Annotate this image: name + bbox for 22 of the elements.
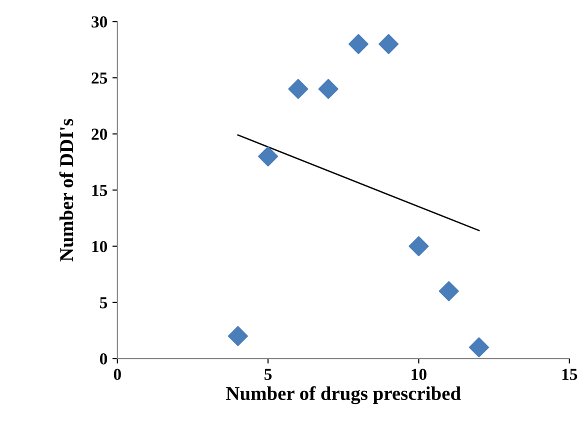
y-axis-title: Number of DDI's [59,118,74,262]
x-tick-label: 0 [114,368,121,380]
point [258,146,278,166]
y-tick-label: 20 [92,128,108,140]
x-tick-label: 5 [264,368,272,380]
y-tick-label: 25 [92,72,108,84]
x-tick-label: 10 [412,368,426,380]
y-tick-label: 15 [92,184,108,196]
point [438,281,459,302]
y-tick-label: 5 [100,297,108,308]
y-tick-label: 30 [92,16,108,28]
x-tick-label: 15 [562,368,578,380]
y-tick-label: 0 [100,353,108,365]
point [288,78,308,100]
point [378,34,399,54]
point [408,236,429,256]
point [348,34,368,54]
point [228,326,248,346]
point [468,337,490,358]
y-tick-label: 10 [92,240,108,252]
point [318,78,338,100]
x-axis-title: Number of drugs prescribed [226,386,461,404]
